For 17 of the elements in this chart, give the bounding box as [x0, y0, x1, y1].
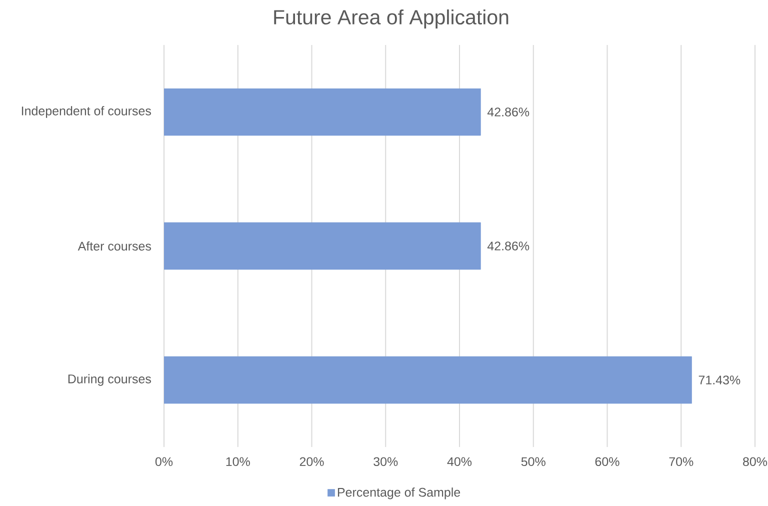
data-label: 71.43% — [698, 376, 740, 384]
x-tick-label: 80% — [743, 457, 768, 466]
y-tick-label: During courses — [68, 374, 151, 386]
x-tick-label: 10% — [226, 457, 250, 466]
x-tick-label: 40% — [447, 457, 472, 466]
x-tick-label: 50% — [521, 457, 546, 466]
data-label: 42.86% — [487, 242, 530, 250]
x-tick-label: 70% — [669, 457, 694, 466]
chart-title: Future Area of Application — [274, 9, 508, 29]
legend-label: Percentage of Sample — [338, 488, 460, 500]
x-tick-label: 30% — [374, 457, 398, 466]
y-tick-label: Independent of courses — [22, 106, 151, 118]
x-tick-label: 60% — [595, 457, 620, 466]
data-label: 42.86% — [487, 108, 530, 116]
x-tick-label: 0% — [155, 457, 173, 466]
x-tick-label: 20% — [300, 457, 324, 466]
y-tick-label: After courses — [78, 241, 152, 251]
